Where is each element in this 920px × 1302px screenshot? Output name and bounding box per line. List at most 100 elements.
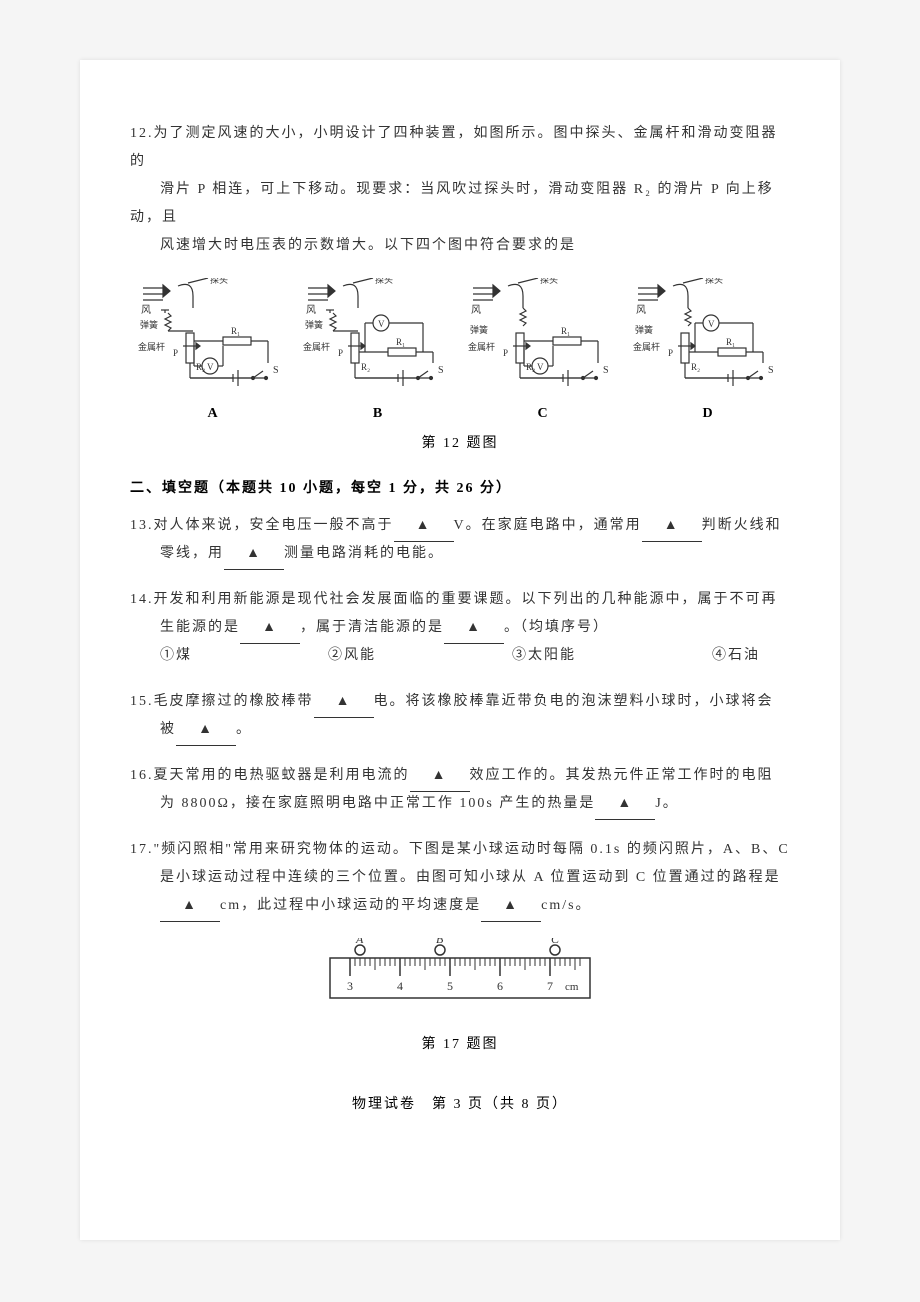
q15-num: 15.	[130, 694, 154, 709]
circuit-C: 风 探头 弹簧 金属杆 P R₂ V R₁	[468, 278, 618, 422]
circuit-B: 风 探头 弹簧 金属杆 P R₂ V R₁	[303, 278, 453, 422]
q16-num: 16.	[130, 768, 154, 783]
option-B: B	[303, 406, 453, 422]
svg-text:金属杆: 金属杆	[468, 341, 495, 352]
svg-text:P: P	[668, 348, 673, 358]
svg-text:R₁: R₁	[726, 337, 735, 347]
blank: ▲	[160, 892, 220, 920]
q17-t1: "频闪照相"常用来研究物体的运动。下图是某小球运动时每隔 0.1s 的频闪照片，…	[154, 842, 790, 857]
svg-text:金属杆: 金属杆	[138, 341, 165, 352]
svg-text:探头: 探头	[210, 278, 228, 285]
blank: ▲	[176, 716, 236, 744]
blank: ▲	[595, 790, 655, 818]
svg-text:风: 风	[471, 304, 481, 316]
svg-text:探头: 探头	[540, 278, 558, 285]
q14-opt4: ④石油	[712, 642, 760, 670]
exam-page: 12.为了测定风速的大小，小明设计了四种装置，如图所示。图中探头、金属杆和滑动变…	[80, 60, 840, 1240]
svg-text:S: S	[603, 365, 609, 376]
svg-text:V: V	[708, 319, 715, 329]
svg-text:B: B	[436, 938, 444, 946]
q13-num: 13.	[130, 518, 154, 533]
svg-text:弹簧: 弹簧	[635, 324, 653, 335]
svg-text:4: 4	[397, 979, 403, 993]
q15: 15.毛皮摩擦过的橡胶棒带▲电。将该橡胶棒靠近带负电的泡沫塑料小球时，小球将会 …	[130, 688, 790, 744]
option-C: C	[468, 406, 618, 422]
svg-text:V: V	[207, 362, 214, 372]
q14-num: 14.	[130, 592, 154, 607]
q16: 16.夏天常用的电热驱蚊器是利用电流的▲效应工作的。其发热元件正常工作时的电阻 …	[130, 762, 790, 818]
q14-t1: 开发和利用新能源是现代社会发展面临的重要课题。以下列出的几种能源中，属于不可再	[154, 592, 778, 607]
q12-line1: 为了测定风速的大小，小明设计了四种装置，如图所示。图中探头、金属杆和滑动变阻器的	[130, 126, 778, 169]
svg-text:P: P	[503, 348, 508, 358]
q13-t4: 零线，用	[130, 546, 224, 561]
q14: 14.开发和利用新能源是现代社会发展面临的重要课题。以下列出的几种能源中，属于不…	[130, 586, 790, 670]
blank: ▲	[642, 512, 702, 540]
svg-text:R₂: R₂	[361, 362, 370, 372]
svg-text:金属杆: 金属杆	[633, 341, 660, 352]
q17-num: 17.	[130, 842, 154, 857]
svg-text:金属杆: 金属杆	[303, 341, 330, 352]
option-A: A	[138, 406, 288, 422]
svg-text:V: V	[378, 319, 385, 329]
q16-t1: 夏天常用的电热驱蚊器是利用电流的	[154, 768, 410, 783]
q13-t2: V。在家庭电路中，通常用	[454, 518, 642, 533]
q15-t1: 毛皮摩擦过的橡胶棒带	[154, 694, 314, 709]
svg-text:R₁: R₁	[231, 326, 240, 336]
svg-text:R₂: R₂	[691, 362, 700, 372]
svg-text:弹簧: 弹簧	[305, 319, 323, 330]
q14-t2: 生能源的是	[130, 620, 240, 635]
svg-text:cm: cm	[565, 981, 579, 993]
q13: 13.对人体来说，安全电压一般不高于▲V。在家庭电路中，通常用▲判断火线和 零线…	[130, 512, 790, 568]
blank: ▲	[314, 688, 374, 716]
blank: ▲	[444, 614, 504, 642]
blank: ▲	[240, 614, 300, 642]
svg-text:R₁: R₁	[396, 337, 405, 347]
svg-text:5: 5	[447, 979, 453, 993]
q13-t3: 判断火线和	[702, 518, 782, 533]
blank: ▲	[224, 540, 284, 568]
svg-text:3: 3	[347, 979, 353, 993]
q16-t2: 效应工作的。其发热元件正常工作时的电阻	[470, 768, 774, 783]
q14-t3: ，属于清洁能源的是	[300, 620, 444, 635]
svg-text:弹簧: 弹簧	[140, 319, 158, 330]
svg-text:风: 风	[306, 304, 316, 316]
svg-text:V: V	[537, 362, 544, 372]
svg-text:探头: 探头	[375, 278, 393, 285]
blank: ▲	[481, 892, 541, 920]
svg-text:C: C	[551, 938, 560, 946]
q13-t1: 对人体来说，安全电压一般不高于	[154, 518, 394, 533]
option-D: D	[633, 406, 783, 422]
q12: 12.为了测定风速的大小，小明设计了四种装置，如图所示。图中探头、金属杆和滑动变…	[130, 120, 790, 260]
ruler-figure: A B C 3 4	[130, 938, 790, 1018]
q13-t5: 测量电路消耗的电能。	[284, 546, 444, 561]
svg-text:P: P	[173, 348, 178, 358]
svg-text:7: 7	[547, 979, 553, 993]
section2-header: 二、填空题（本题共 10 小题，每空 1 分，共 26 分）	[130, 477, 790, 497]
circuit-D: 风 探头 弹簧 金属杆 P R₂ V R₁	[633, 278, 783, 422]
q16-t4: J。	[655, 796, 678, 811]
svg-text:弹簧: 弹簧	[470, 324, 488, 335]
q14-opt1: ①煤	[160, 642, 192, 670]
page-footer: 物理试卷 第 3 页（共 8 页）	[130, 1093, 790, 1113]
q17-t2: 是小球运动过程中连续的三个位置。由图可知小球从 A 位置运动到 C 位置通过的路…	[130, 870, 781, 885]
q17: 17."频闪照相"常用来研究物体的运动。下图是某小球运动时每隔 0.1s 的频闪…	[130, 836, 790, 920]
q12-caption: 第 12 题图	[130, 432, 790, 452]
q12-figures: 风 探头 弹簧 金属杆 P R₂ V	[130, 278, 790, 422]
svg-text:R₁: R₁	[561, 326, 570, 336]
q15-t2: 电。将该橡胶棒靠近带负电的泡沫塑料小球时，小球将会	[374, 694, 774, 709]
svg-text:P: P	[338, 348, 343, 358]
q14-opt2: ②风能	[328, 642, 376, 670]
q15-t4: 。	[236, 722, 252, 737]
svg-text:S: S	[273, 365, 279, 376]
q17-caption: 第 17 题图	[130, 1033, 790, 1053]
svg-text:探头: 探头	[705, 278, 723, 285]
q17-t4: cm/s。	[541, 898, 591, 913]
svg-text:S: S	[768, 365, 774, 376]
q12-line2: 滑片 P 相连，可上下移动。现要求：当风吹过探头时，滑动变阻器 R₂ 的滑片 P…	[130, 182, 774, 225]
svg-text:风: 风	[141, 304, 151, 316]
q14-t4: 。（均填序号）	[504, 620, 609, 635]
q14-opt3: ③太阳能	[512, 642, 576, 670]
svg-text:A: A	[355, 938, 364, 946]
q14-options: ①煤 ②风能 ③太阳能 ④石油	[130, 642, 790, 670]
q12-line3: 风速增大时电压表的示数增大。以下四个图中符合要求的是	[130, 238, 576, 253]
